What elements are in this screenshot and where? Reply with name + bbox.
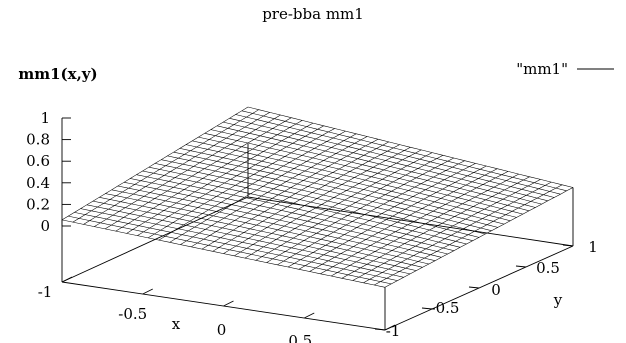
- z-tick-label: 0.4: [26, 174, 50, 192]
- mesh-line-x: [241, 110, 567, 192]
- y-tick-label: 0: [491, 281, 501, 299]
- y-axis-label: y: [553, 291, 563, 309]
- mesh-line-y: [234, 149, 422, 257]
- mesh-line-x: [229, 118, 555, 198]
- z-tick-label: 0.2: [26, 195, 50, 213]
- mesh-line-x: [99, 197, 423, 268]
- x-axis-label: x: [172, 315, 181, 333]
- axis-ticks: 00.20.40.60.81-1-0.500.51-1-0.500.51: [26, 109, 598, 343]
- chart-title: pre-bba mm1: [262, 5, 364, 23]
- mesh-line-x: [86, 204, 411, 275]
- mesh-line-x: [161, 159, 486, 235]
- mesh-line-x: [216, 125, 542, 205]
- mesh-line-x: [192, 140, 517, 218]
- x-tick-mark: [61, 276, 73, 283]
- x-tick-label: 1: [381, 341, 391, 343]
- mesh-line-y: [384, 187, 574, 288]
- mesh-line-x: [247, 106, 574, 188]
- mesh-line-x: [74, 212, 398, 281]
- x-tick-mark: [304, 312, 315, 319]
- mesh-line-y: [352, 179, 541, 281]
- mesh-line-x: [223, 121, 548, 202]
- y-tick-mark: [374, 328, 386, 331]
- z-tick-label: 1: [40, 109, 50, 127]
- z-tick-label: 0.6: [26, 152, 50, 170]
- z-tick-label: 0: [40, 217, 50, 235]
- surface-mesh: [61, 106, 574, 288]
- mesh-line-x: [130, 178, 454, 251]
- y-tick-label: -0.5: [431, 299, 460, 317]
- y-tick-mark: [468, 286, 480, 289]
- y-tick-label: -1: [386, 322, 401, 340]
- mesh-line-x: [235, 114, 561, 195]
- mesh-line-x: [167, 155, 492, 231]
- z-axis-label: mm1(x,y): [18, 65, 97, 83]
- mesh-line-y: [191, 138, 379, 248]
- mesh-line-x: [80, 208, 404, 278]
- mesh-line-y: [363, 181, 552, 284]
- x-tick-mark: [223, 300, 234, 307]
- mesh-line-y: [212, 144, 400, 252]
- y-tick-label: 1: [588, 238, 598, 256]
- y-tick-mark: [515, 265, 527, 268]
- mesh-line-y: [201, 141, 389, 250]
- mesh-line-x: [185, 144, 511, 222]
- x-tick-mark: [142, 288, 153, 295]
- y-tick-mark: [421, 307, 433, 310]
- z-tick-label: 0.8: [26, 131, 50, 149]
- mesh-line-y: [341, 176, 530, 279]
- legend-entry-label: "mm1": [516, 60, 568, 78]
- y-tick-label: 0.5: [536, 259, 560, 277]
- mesh-line-x: [154, 163, 480, 238]
- x-tick-label: -0.5: [118, 305, 147, 323]
- x-tick-label: 0: [217, 321, 227, 339]
- mesh-line-y: [374, 184, 563, 286]
- mesh-line-y: [223, 147, 411, 254]
- x-tick-mark: [384, 324, 396, 331]
- y-tick-mark: [562, 244, 574, 247]
- x-tick-label: -1: [38, 283, 53, 301]
- x-tick-label: 0.5: [288, 332, 312, 343]
